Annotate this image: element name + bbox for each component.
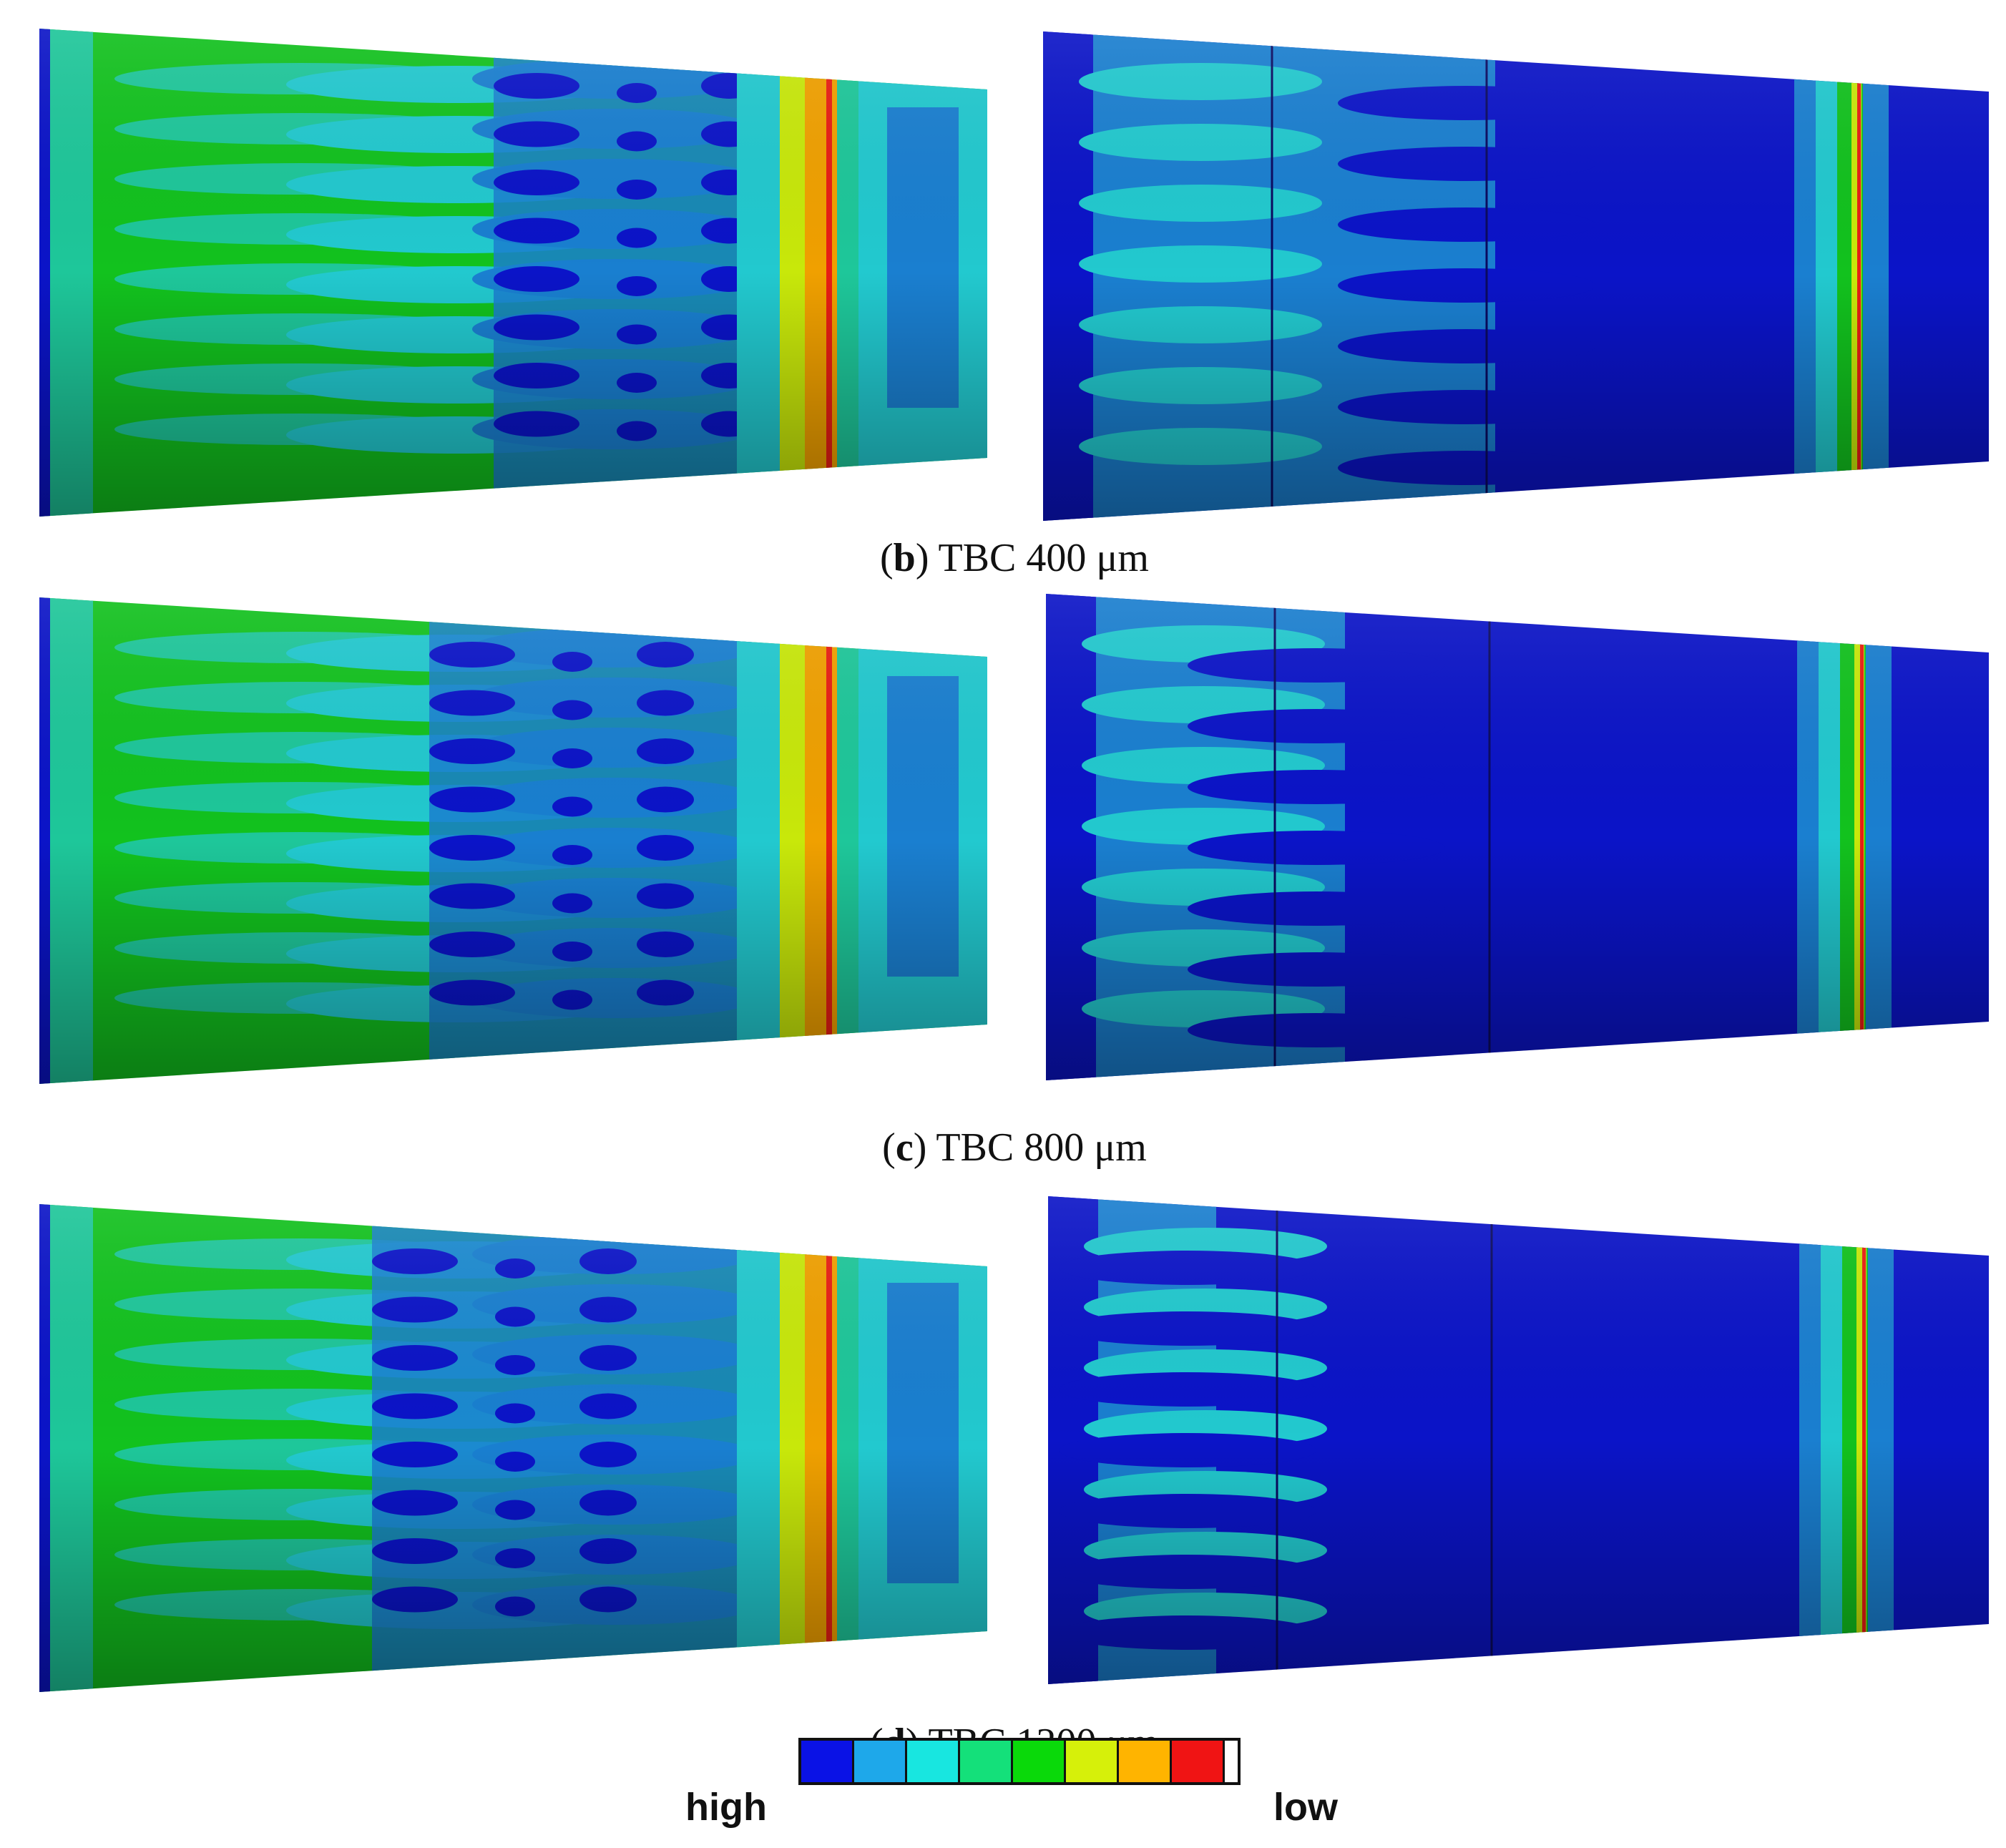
caption-b-letter: b xyxy=(893,536,916,580)
caption-c-text: TBC 800 μm xyxy=(936,1125,1147,1170)
legend-swatch xyxy=(1013,1741,1066,1782)
caption-b: (b) TBC 400 μm xyxy=(880,536,1149,580)
legend-swatch xyxy=(960,1741,1013,1782)
legend-swatch xyxy=(907,1741,960,1782)
caption-b-text: TBC 400 μm xyxy=(938,536,1149,580)
legend-swatch-end xyxy=(1225,1741,1238,1782)
legend-high-label: high xyxy=(685,1786,767,1829)
legend-swatch xyxy=(1066,1741,1119,1782)
contour-panel-outer xyxy=(39,1204,987,1692)
contour-panel-inner xyxy=(1043,31,1989,521)
contour-panel-outer xyxy=(39,29,987,517)
contour-panel-inner xyxy=(1046,594,1989,1080)
caption-c-letter: c xyxy=(895,1125,914,1170)
legend-swatch xyxy=(854,1741,907,1782)
legend-swatch xyxy=(1119,1741,1172,1782)
contour-panel-inner xyxy=(1048,1196,1989,1684)
caption-c: (c) TBC 800 μm xyxy=(882,1125,1147,1170)
legend-low-label: low xyxy=(1273,1786,1338,1829)
color-scale-bar xyxy=(798,1738,1241,1785)
legend-swatch xyxy=(1172,1741,1225,1782)
contour-panel-outer xyxy=(39,597,987,1084)
legend-swatch xyxy=(801,1741,854,1782)
